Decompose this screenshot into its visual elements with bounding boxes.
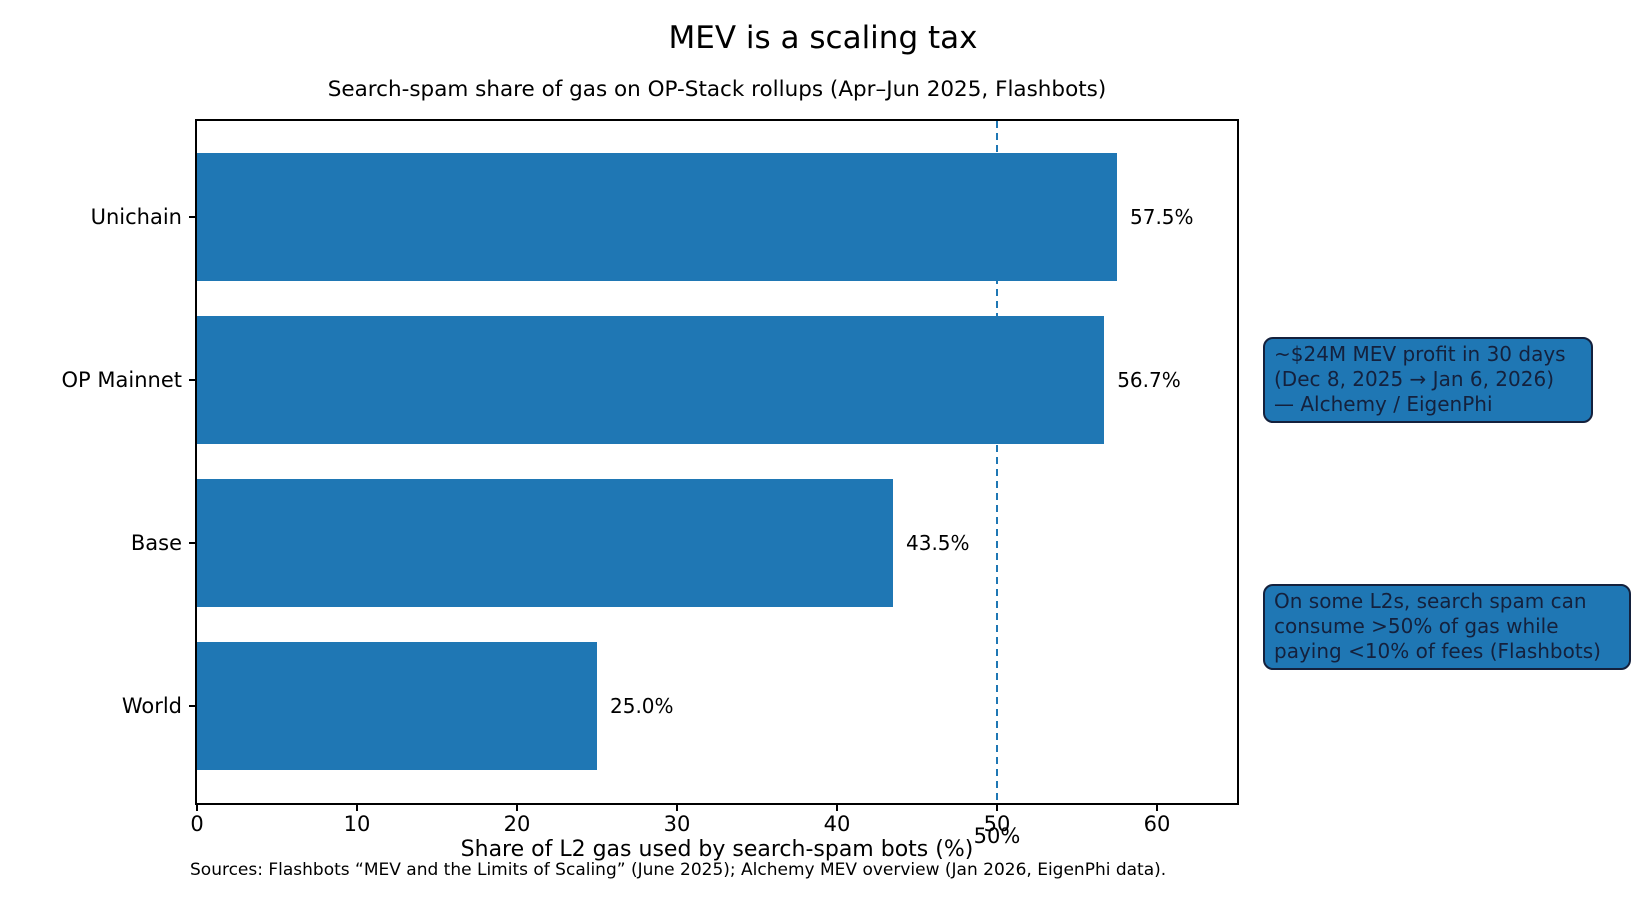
x-axis-tick [836, 803, 838, 811]
y-axis-label: World [121, 694, 182, 718]
annotation-line: paying <10% of fees (Flashbots) [1274, 639, 1601, 663]
chart-title: MEV is a scaling tax [668, 20, 978, 56]
x-axis-tick-label: 50 [983, 812, 1011, 836]
annotation-line: — Alchemy / EigenPhi [1274, 392, 1493, 416]
y-axis-tick [189, 379, 197, 381]
y-axis-tick [189, 216, 197, 218]
bar-base [197, 479, 893, 607]
x-axis-label: Share of L2 gas used by search-spam bots… [460, 837, 974, 862]
annotation-line: ~$24M MEV profit in 30 days [1274, 342, 1566, 366]
bar-value-label: 56.7% [1117, 368, 1181, 392]
annotation-box-spam-note: On some L2s, search spam can consume >50… [1263, 584, 1631, 670]
annotation-line: (Dec 8, 2025 → Jan 6, 2026) [1274, 367, 1554, 391]
x-axis-tick [356, 803, 358, 811]
x-axis-tick-label: 30 [663, 812, 691, 836]
x-axis-tick [996, 803, 998, 811]
plot-area [195, 119, 1239, 805]
x-axis-tick-label: 40 [823, 812, 851, 836]
y-axis-label: Unichain [90, 205, 182, 229]
y-axis-label: Base [130, 531, 182, 555]
x-axis-tick-label: 60 [1143, 812, 1171, 836]
y-axis-tick [189, 705, 197, 707]
annotation-line: consume >50% of gas while [1274, 614, 1559, 638]
x-axis-tick-label: 20 [503, 812, 531, 836]
reference-line [995, 121, 999, 803]
x-axis-tick [1156, 803, 1158, 811]
x-axis-tick-label: 10 [343, 812, 371, 836]
annotation-box-mev-profit: ~$24M MEV profit in 30 days (Dec 8, 2025… [1263, 337, 1593, 423]
x-axis-tick [196, 803, 198, 811]
bar-world [197, 642, 597, 770]
bar-unichain [197, 153, 1117, 281]
y-axis-label: OP Mainnet [61, 368, 182, 392]
bar-op-mainnet [197, 316, 1105, 444]
reference-line-label: 50% [973, 824, 1021, 848]
x-axis-tick [516, 803, 518, 811]
x-axis-tick [676, 803, 678, 811]
source-note: Sources: Flashbots “MEV and the Limits o… [190, 860, 1167, 880]
annotation-line: On some L2s, search spam can [1274, 589, 1587, 613]
bar-value-label: 43.5% [906, 531, 970, 555]
x-axis-tick-label: 0 [190, 812, 204, 836]
y-axis-tick [189, 542, 197, 544]
bar-value-label: 57.5% [1130, 205, 1194, 229]
bar-value-label: 25.0% [610, 694, 674, 718]
chart-subtitle: Search-spam share of gas on OP-Stack rol… [327, 77, 1107, 102]
